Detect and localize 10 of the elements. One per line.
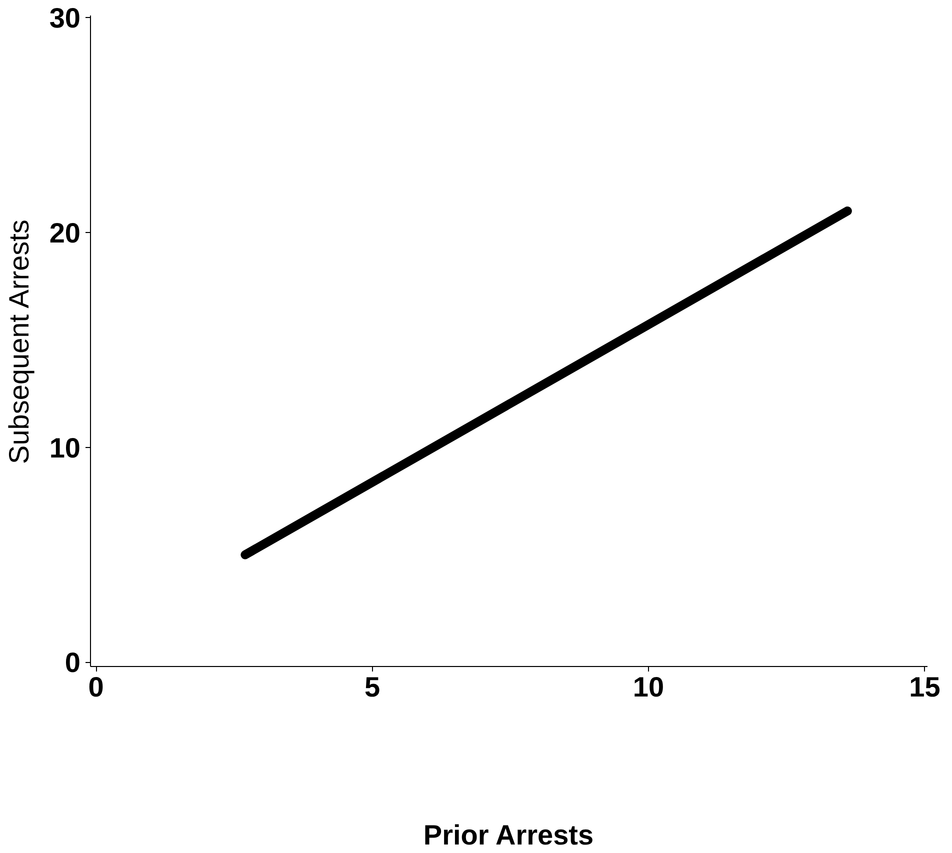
y-tick-label: 0 — [64, 647, 81, 678]
y-tick-label: 30 — [49, 2, 81, 34]
x-tick-label: 0 — [88, 672, 104, 702]
x-tick-label: 10 — [632, 672, 664, 702]
x-tick-label: 5 — [364, 672, 380, 702]
y-tick-label: 10 — [49, 432, 81, 464]
x-axis-title: Prior Arrests — [423, 820, 594, 850]
y-tick-label: 20 — [49, 218, 81, 248]
x-tick-label: 15 — [909, 672, 940, 702]
y-axis-title: Subsequent Arrests — [3, 220, 34, 464]
